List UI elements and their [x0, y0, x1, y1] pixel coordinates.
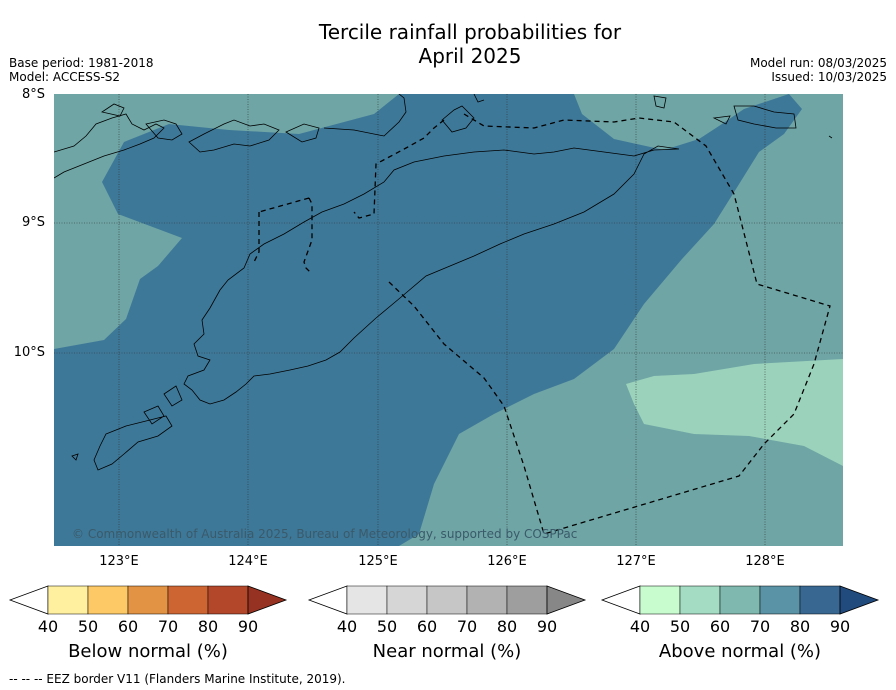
colorbar-tick-label: 40	[629, 617, 651, 636]
rainfall-map	[54, 94, 843, 546]
colorbar-tick-label: 40	[336, 617, 358, 636]
model-name: Model: ACCESS-S2	[9, 70, 121, 84]
north-islands-coastline	[54, 94, 485, 179]
southwest-islands-coastline	[71, 385, 183, 471]
colorbar-lower-extension	[600, 585, 641, 615]
above-normal-label: Above normal (%)	[658, 641, 822, 662]
colorbar-tick-label: 90	[237, 617, 259, 636]
colorbar-tick-label: 80	[789, 617, 811, 636]
base-period: Base period: 1981-2018	[9, 56, 154, 70]
colorbar-upper-extension	[546, 585, 587, 615]
colorbar-segment	[679, 585, 721, 615]
colorbar-near-normal	[307, 585, 587, 615]
model-run: Model run: 08/03/2025	[749, 56, 887, 70]
map-title: Tercile rainfall probabilities for April…	[0, 20, 896, 68]
eez-footnote: -- -- -- EEZ border V11 (Flanders Marine…	[9, 672, 346, 686]
meta-left: Base period: 1981-2018 Model: ACCESS-S2	[9, 56, 154, 84]
near-normal-label: Near normal (%)	[372, 641, 522, 662]
copyright-note: © Commonwealth of Australia 2025, Bureau…	[72, 527, 578, 541]
colorbar-segment	[506, 585, 548, 615]
colorbar-upper-extension	[247, 585, 288, 615]
colorbar-tick-label: 50	[376, 617, 398, 636]
colorbar-tick-label: 40	[37, 617, 59, 636]
lat-label-10s: 10°S	[13, 345, 45, 360]
issued-date: Issued: 10/03/2025	[771, 70, 887, 84]
lon-label-128e: 128°E	[745, 554, 785, 569]
timor-coastline	[183, 145, 680, 405]
lon-label-123e: 123°E	[99, 554, 139, 569]
lon-label-127e: 127°E	[616, 554, 656, 569]
colorbar-lower-extension	[307, 585, 348, 615]
below-normal-label: Below normal (%)	[68, 641, 228, 662]
lat-label-9s: 9°S	[21, 215, 45, 230]
colorbar-segment	[167, 585, 209, 615]
colorbar-above-normal	[600, 585, 880, 615]
colorbar-segment	[799, 585, 841, 615]
lon-label-126e: 126°E	[487, 554, 527, 569]
colorbar-segment	[127, 585, 169, 615]
colorbar-segment	[759, 585, 801, 615]
colorbar-segment	[466, 585, 508, 615]
title-line-1: Tercile rainfall probabilities for	[318, 20, 622, 44]
colorbar-segment	[639, 585, 681, 615]
colorbar-segment	[426, 585, 468, 615]
colorbar-tick-label: 50	[669, 617, 691, 636]
colorbar-tick-label: 60	[416, 617, 438, 636]
colorbars	[8, 585, 880, 615]
above-50-60-region	[626, 359, 843, 466]
east-islands-coastline	[653, 95, 833, 139]
colorbar-upper-extension	[839, 585, 880, 615]
colorbar-tick-label: 70	[749, 617, 771, 636]
colorbar-tick-label: 60	[709, 617, 731, 636]
colorbar-segment	[346, 585, 388, 615]
colorbar-segment	[386, 585, 428, 615]
colorbar-segment	[207, 585, 249, 615]
colorbar-tick-label: 80	[197, 617, 219, 636]
colorbar-tick-label: 90	[536, 617, 558, 636]
colorbar-below-normal	[8, 585, 288, 615]
lat-label-8s: 8°S	[21, 87, 45, 102]
colorbar-lower-extension	[8, 585, 49, 615]
lon-label-125e: 125°E	[358, 554, 398, 569]
colorbar-tick-label: 60	[117, 617, 139, 636]
colorbar-tick-label: 70	[157, 617, 179, 636]
colorbar-tick-label: 80	[496, 617, 518, 636]
colorbar-tick-label: 50	[77, 617, 99, 636]
colorbar-segment	[719, 585, 761, 615]
title-line-2: April 2025	[418, 44, 522, 68]
graticule	[54, 94, 843, 546]
lon-label-124e: 124°E	[228, 554, 268, 569]
eez-border	[253, 113, 831, 535]
colorbar-tick-label: 70	[456, 617, 478, 636]
colorbar-segment	[87, 585, 129, 615]
meta-right: Model run: 08/03/2025 Issued: 10/03/2025	[750, 56, 887, 84]
colorbar-segment	[47, 585, 89, 615]
above-70-80-region	[54, 94, 802, 546]
colorbar-tick-label: 90	[829, 617, 851, 636]
